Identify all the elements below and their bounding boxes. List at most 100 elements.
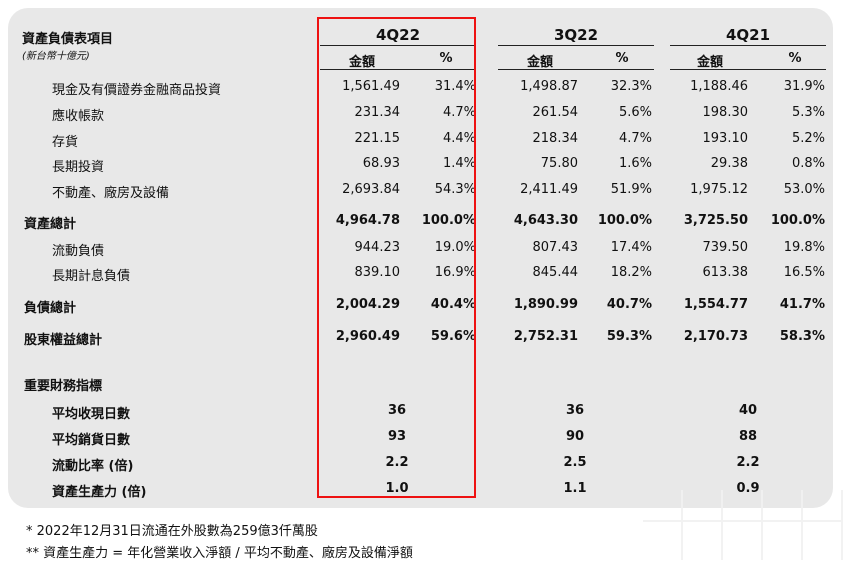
pct-cell: 0.8% xyxy=(791,156,825,171)
amount-cell: 1,498.87 xyxy=(520,79,578,94)
col-underline xyxy=(498,69,654,70)
pct-cell: 1.4% xyxy=(442,156,476,171)
amount-cell: 2,752.31 xyxy=(513,329,578,344)
amount-col-header: 金額 xyxy=(526,55,553,70)
amount-cell: 2,411.49 xyxy=(520,182,578,197)
amount-cell: 944.23 xyxy=(354,240,401,255)
ratio-value: 1.0 xyxy=(385,481,409,496)
amount-col-header: 金額 xyxy=(696,55,723,70)
amount-cell: 221.15 xyxy=(354,131,401,146)
pct-cell: 4.4% xyxy=(442,131,476,146)
amount-cell: 218.34 xyxy=(532,131,579,146)
period-underline xyxy=(498,45,654,46)
pct-cell: 5.3% xyxy=(791,105,825,120)
row-label: 長期計息負債 xyxy=(52,269,131,284)
balance-sheet-panel xyxy=(8,8,833,508)
ratio-value: 93 xyxy=(387,429,407,444)
pct-col-header: % xyxy=(615,51,629,66)
pct-cell: 5.2% xyxy=(791,131,825,146)
pct-cell: 32.3% xyxy=(610,79,652,94)
pct-cell: 100.0% xyxy=(421,213,476,228)
ratio-label: 平均銷貨日數 xyxy=(52,433,131,448)
amount-cell: 1,975.12 xyxy=(690,182,748,197)
pct-cell: 100.0% xyxy=(597,213,652,228)
pct-cell: 54.3% xyxy=(434,182,476,197)
amount-col-header: 金額 xyxy=(348,55,375,70)
decorative-grid xyxy=(643,490,843,560)
ratio-value: 2.2 xyxy=(736,455,760,470)
amount-cell: 29.38 xyxy=(710,156,748,171)
period-header: 4Q21 xyxy=(725,26,771,44)
amount-cell: 198.30 xyxy=(702,105,749,120)
amount-cell: 1,188.46 xyxy=(690,79,748,94)
amount-cell: 845.44 xyxy=(532,265,579,280)
ratio-value: 2.5 xyxy=(563,455,587,470)
row-label: 股東權益總計 xyxy=(24,333,103,348)
amount-cell: 2,004.29 xyxy=(335,297,400,312)
ratio-value: 36 xyxy=(387,403,407,418)
col-underline xyxy=(670,69,826,70)
ratio-label: 平均收現日數 xyxy=(52,407,131,422)
pct-cell: 18.2% xyxy=(610,265,652,280)
amount-cell: 2,170.73 xyxy=(683,329,748,344)
amount-cell: 2,693.84 xyxy=(342,182,400,197)
period-underline xyxy=(670,45,826,46)
row-label: 資產總計 xyxy=(24,217,77,232)
row-label: 現金及有價證券金融商品投資 xyxy=(52,83,222,98)
amount-cell: 1,890.99 xyxy=(513,297,578,312)
row-label: 負債總計 xyxy=(24,301,77,316)
row-label: 應收帳款 xyxy=(52,109,105,124)
unit-note: (新台幣十億元) xyxy=(22,51,90,62)
pct-cell: 1.6% xyxy=(618,156,652,171)
amount-cell: 807.43 xyxy=(532,240,579,255)
pct-cell: 58.3% xyxy=(779,329,825,344)
pct-col-header: % xyxy=(788,51,802,66)
amount-cell: 193.10 xyxy=(702,131,749,146)
ratio-value: 1.1 xyxy=(563,481,587,496)
amount-cell: 3,725.50 xyxy=(683,213,748,228)
amount-cell: 1,561.49 xyxy=(342,79,400,94)
pct-cell: 19.8% xyxy=(783,240,825,255)
pct-cell: 17.4% xyxy=(610,240,652,255)
amount-cell: 1,554.77 xyxy=(683,297,748,312)
row-label: 不動產、廠房及設備 xyxy=(52,186,170,201)
row-label: 流動負債 xyxy=(52,244,105,259)
amount-cell: 68.93 xyxy=(362,156,400,171)
row-label: 長期投資 xyxy=(52,160,105,175)
ratio-label: 流動比率 (倍) xyxy=(52,459,134,474)
pct-cell: 59.6% xyxy=(430,329,476,344)
amount-cell: 2,960.49 xyxy=(335,329,400,344)
ratio-value: 88 xyxy=(738,429,758,444)
pct-cell: 16.5% xyxy=(783,265,825,280)
pct-cell: 31.9% xyxy=(783,79,825,94)
amount-cell: 4,964.78 xyxy=(335,213,400,228)
period-underline xyxy=(320,45,476,46)
pct-cell: 19.0% xyxy=(434,240,476,255)
amount-cell: 231.34 xyxy=(354,105,401,120)
ratios-title: 重要財務指標 xyxy=(24,379,103,394)
period-header: 3Q22 xyxy=(553,26,599,44)
pct-cell: 100.0% xyxy=(770,213,825,228)
pct-cell: 40.7% xyxy=(606,297,652,312)
footnote-1: * 2022年12月31日流通在外股數為259億3仟萬股 xyxy=(26,524,318,539)
pct-col-header: % xyxy=(439,51,453,66)
pct-cell: 4.7% xyxy=(442,105,476,120)
pct-cell: 59.3% xyxy=(606,329,652,344)
row-label: 存貨 xyxy=(52,135,79,150)
pct-cell: 4.7% xyxy=(618,131,652,146)
ratio-value: 90 xyxy=(565,429,585,444)
pct-cell: 53.0% xyxy=(783,182,825,197)
pct-cell: 40.4% xyxy=(430,297,476,312)
pct-cell: 31.4% xyxy=(434,79,476,94)
table-title: 資產負債表項目 xyxy=(22,32,114,47)
ratio-value: 0.9 xyxy=(736,481,760,496)
pct-cell: 5.6% xyxy=(618,105,652,120)
amount-cell: 613.38 xyxy=(702,265,749,280)
ratio-label: 資產生產力 (倍) xyxy=(52,485,147,500)
col-underline xyxy=(320,69,476,70)
pct-cell: 16.9% xyxy=(434,265,476,280)
amount-cell: 4,643.30 xyxy=(513,213,578,228)
pct-cell: 41.7% xyxy=(779,297,825,312)
amount-cell: 261.54 xyxy=(532,105,579,120)
amount-cell: 739.50 xyxy=(702,240,749,255)
